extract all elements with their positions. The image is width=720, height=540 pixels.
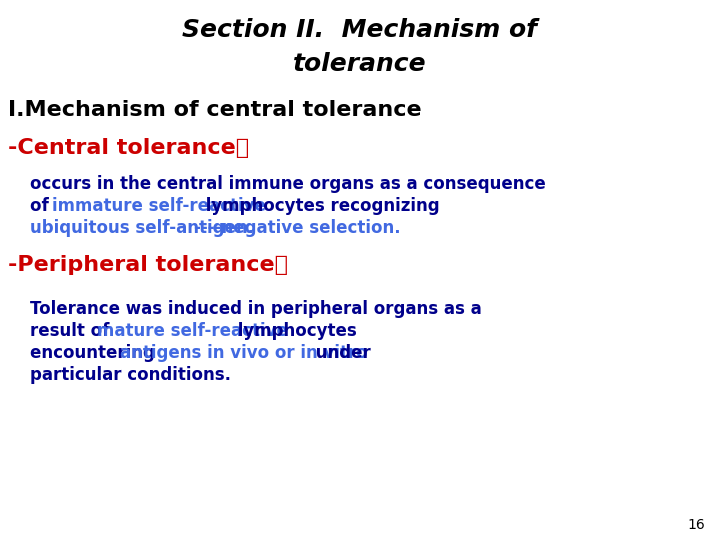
Text: Tolerance was induced in peripheral organs as a: Tolerance was induced in peripheral orga…: [30, 300, 482, 318]
Text: result of: result of: [30, 322, 115, 340]
Text: tolerance: tolerance: [293, 52, 427, 76]
Text: 16: 16: [688, 518, 705, 532]
Text: I.Mechanism of central tolerance: I.Mechanism of central tolerance: [8, 100, 422, 120]
Text: ubiquitous self-antigen.: ubiquitous self-antigen.: [30, 219, 254, 237]
Text: lymphocytes: lymphocytes: [232, 322, 356, 340]
Text: lymphocytes recognizing: lymphocytes recognizing: [200, 197, 440, 215]
Text: mature self-reactive: mature self-reactive: [97, 322, 288, 340]
Text: of: of: [30, 197, 55, 215]
Text: -Peripheral tolerance：: -Peripheral tolerance：: [8, 255, 288, 275]
Text: Section II.  Mechanism of: Section II. Mechanism of: [182, 18, 538, 42]
Text: encountering: encountering: [30, 344, 161, 362]
Text: immature self-reactive: immature self-reactive: [52, 197, 266, 215]
Text: under: under: [310, 344, 371, 362]
Text: particular conditions.: particular conditions.: [30, 366, 231, 384]
Text: ----negative selection.: ----negative selection.: [194, 219, 400, 237]
Text: occurs in the central immune organs as a consequence: occurs in the central immune organs as a…: [30, 175, 546, 193]
Text: -Central tolerance：: -Central tolerance：: [8, 138, 249, 158]
Text: antigens in vivo or in vitro: antigens in vivo or in vitro: [120, 344, 368, 362]
